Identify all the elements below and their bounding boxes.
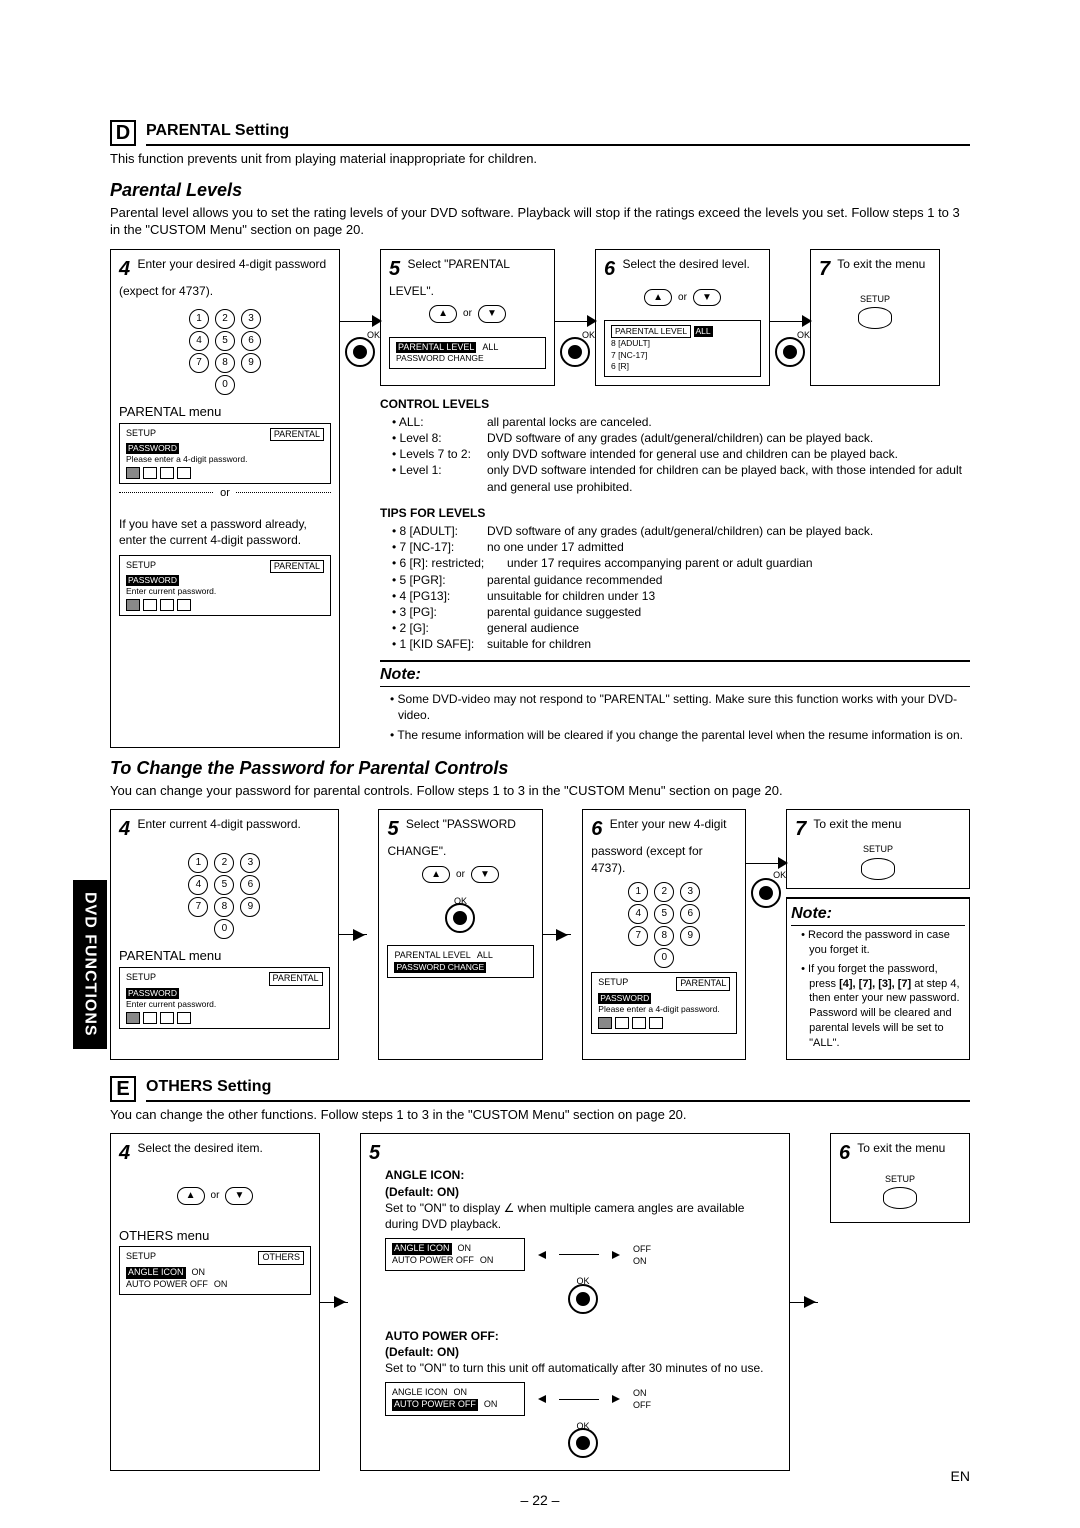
oth-step6: 6 To exit the menu SETUP	[830, 1133, 970, 1223]
section-d-header: D PARENTAL Setting	[110, 120, 970, 146]
cpw-step7: 7 To exit the menu SETUP	[786, 809, 970, 889]
oth-step5: 5 ANGLE ICON: (Default: ON) Set to "ON" …	[360, 1133, 790, 1471]
mini-screen: PARENTAL LEVEL ALL 8 [ADULT] 7 [NC-17] 6…	[604, 320, 761, 376]
section-e-intro: You can change the other functions. Foll…	[110, 1106, 970, 1124]
arrow-icon	[538, 1395, 546, 1403]
step-text: Enter your desired 4-digit password (exp…	[119, 257, 326, 298]
parental-levels-desc: Parental level allows you to set the rat…	[110, 204, 970, 239]
change-pw-desc: You can change your password for parenta…	[110, 782, 970, 800]
tips-levels: TIPS FOR LEVELS 8 [ADULT]:DVD software o…	[380, 505, 970, 653]
up-icon: ▲	[429, 305, 457, 323]
mini-screen: SETUPPARENTAL PASSWORD Please enter a 4-…	[591, 972, 737, 1034]
cpw-step6: 6 Enter your new 4-digit password (excep…	[582, 809, 746, 1059]
setup-icon	[883, 1187, 917, 1209]
section-title-d: PARENTAL Setting	[146, 120, 970, 146]
mini-screen: PARENTAL LEVELALL PASSWORD CHANGE	[387, 945, 533, 978]
down-icon: ▼	[478, 305, 506, 323]
dotted-or: or	[119, 492, 331, 510]
mini-screen: SETUPPARENTAL PASSWORD Please enter a 4-…	[119, 423, 331, 485]
step-num: 4	[119, 256, 130, 283]
pl-step4: 4 Enter your desired 4-digit password (e…	[110, 249, 340, 748]
arrow-icon	[612, 1395, 620, 1403]
mini-screen: PARENTAL LEVELALL PASSWORD CHANGE	[389, 337, 546, 370]
cpw-step4: 4 Enter current 4-digit password. 123 45…	[110, 809, 339, 1059]
ok-icon	[445, 903, 475, 933]
mini-screen: ANGLE ICONON AUTO POWER OFFON	[385, 1382, 525, 1415]
pl-step6: 6 Select the desired level. ▲or▼ PARENTA…	[595, 249, 770, 386]
arrow-icon	[543, 809, 583, 1059]
page-number: – 22 –	[110, 1491, 970, 1510]
keypad-icon: 123 456 789 0	[119, 307, 331, 395]
arrow-icon	[320, 1133, 360, 1471]
parental-steps-row: 4 Enter your desired 4-digit password (e…	[110, 249, 970, 748]
arrow-icon	[612, 1251, 620, 1259]
parental-levels-title: Parental Levels	[110, 178, 970, 202]
mini-screen: ANGLE ICONON AUTO POWER OFFON	[385, 1238, 525, 1271]
change-pw-title: To Change the Password for Parental Cont…	[110, 756, 970, 780]
keypad-icon: 123 456 789 0	[119, 851, 330, 939]
setup-icon	[861, 858, 895, 880]
others-steps: 4 Select the desired item. ▲or▼ OTHERS m…	[110, 1133, 970, 1471]
section-d-intro: This function prevents unit from playing…	[110, 150, 970, 168]
oth-step4: 4 Select the desired item. ▲or▼ OTHERS m…	[110, 1133, 320, 1471]
note-box-1: Note: Some DVD-video may not respond to …	[380, 660, 970, 747]
arrow-icon	[790, 1133, 830, 1471]
ok-icon	[775, 337, 805, 367]
ok-icon	[568, 1284, 598, 1314]
section-letter-d: D	[110, 120, 136, 146]
control-levels: CONTROL LEVELS ALL:all parental locks ar…	[380, 396, 970, 495]
parental-menu-label: PARENTAL menu	[119, 403, 331, 421]
change-pw-steps: 4 Enter current 4-digit password. 123 45…	[110, 809, 970, 1059]
cpw-step5: 5 Select "PASSWORD CHANGE". ▲or▼ OK PARE…	[378, 809, 542, 1059]
section-title-e: OTHERS Setting	[146, 1076, 970, 1102]
section-letter-e: E	[110, 1076, 136, 1102]
arrow-icon	[538, 1251, 546, 1259]
ok-icon	[751, 878, 781, 908]
ok-icon	[345, 337, 375, 367]
section-e-header: E OTHERS Setting	[110, 1076, 970, 1102]
note-box-2: Note: Record the password in case you fo…	[786, 897, 970, 1059]
pl-step5: 5 Select "PARENTAL LEVEL". ▲or▼ PARENTAL…	[380, 249, 555, 386]
mini-screen: SETUPPARENTAL PASSWORD Enter current pas…	[119, 555, 331, 617]
mini-screen: SETUPPARENTAL PASSWORD Enter current pas…	[119, 967, 330, 1029]
side-tab: DVD FUNCTIONS	[73, 880, 107, 1049]
keypad-icon: 123 456 789 0	[591, 880, 737, 968]
page-lang: EN	[951, 1467, 970, 1486]
arrow-icon	[339, 809, 379, 1059]
ok-icon	[560, 337, 590, 367]
mini-screen: SETUPOTHERS ANGLE ICONON AUTO POWER OFFO…	[119, 1246, 311, 1295]
pl-step7: 7 To exit the menu SETUP	[810, 249, 940, 386]
ok-icon	[568, 1428, 598, 1458]
setup-icon	[858, 307, 892, 329]
alt-text: If you have set a password already, ente…	[119, 516, 331, 548]
